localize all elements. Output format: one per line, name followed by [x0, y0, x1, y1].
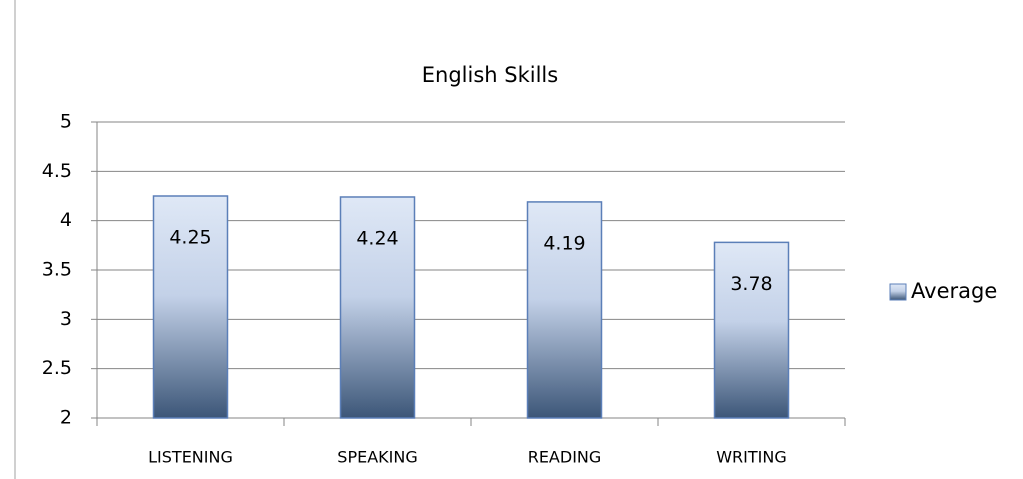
chart: English Skills 2 2.5 3 3.5 4 4.5 5 4.25 4.24 4.19… — [0, 0, 1023, 479]
data-label: 4.25 — [169, 227, 211, 249]
y-tick-label: 3 — [60, 308, 72, 330]
y-tick-label: 4.5 — [42, 160, 72, 182]
y-tick-label: 5 — [60, 111, 72, 133]
data-label: 4.24 — [356, 227, 398, 249]
y-tick-label: 4 — [60, 209, 72, 231]
y-tick-label: 2 — [60, 407, 72, 429]
legend-swatch — [890, 284, 906, 300]
legend-label: Average — [911, 279, 997, 303]
x-tick-label: WRITING — [716, 448, 787, 467]
x-tick-label: LISTENING — [148, 448, 233, 467]
y-tick-label: 2.5 — [42, 357, 72, 379]
bar — [715, 242, 789, 418]
data-label: 4.19 — [543, 232, 585, 254]
data-label: 3.78 — [730, 273, 772, 295]
chart-title: English Skills — [422, 63, 558, 87]
x-tick-label: SPEAKING — [337, 448, 417, 467]
x-tick-label: READING — [528, 448, 602, 467]
y-tick-label: 3.5 — [42, 259, 72, 281]
